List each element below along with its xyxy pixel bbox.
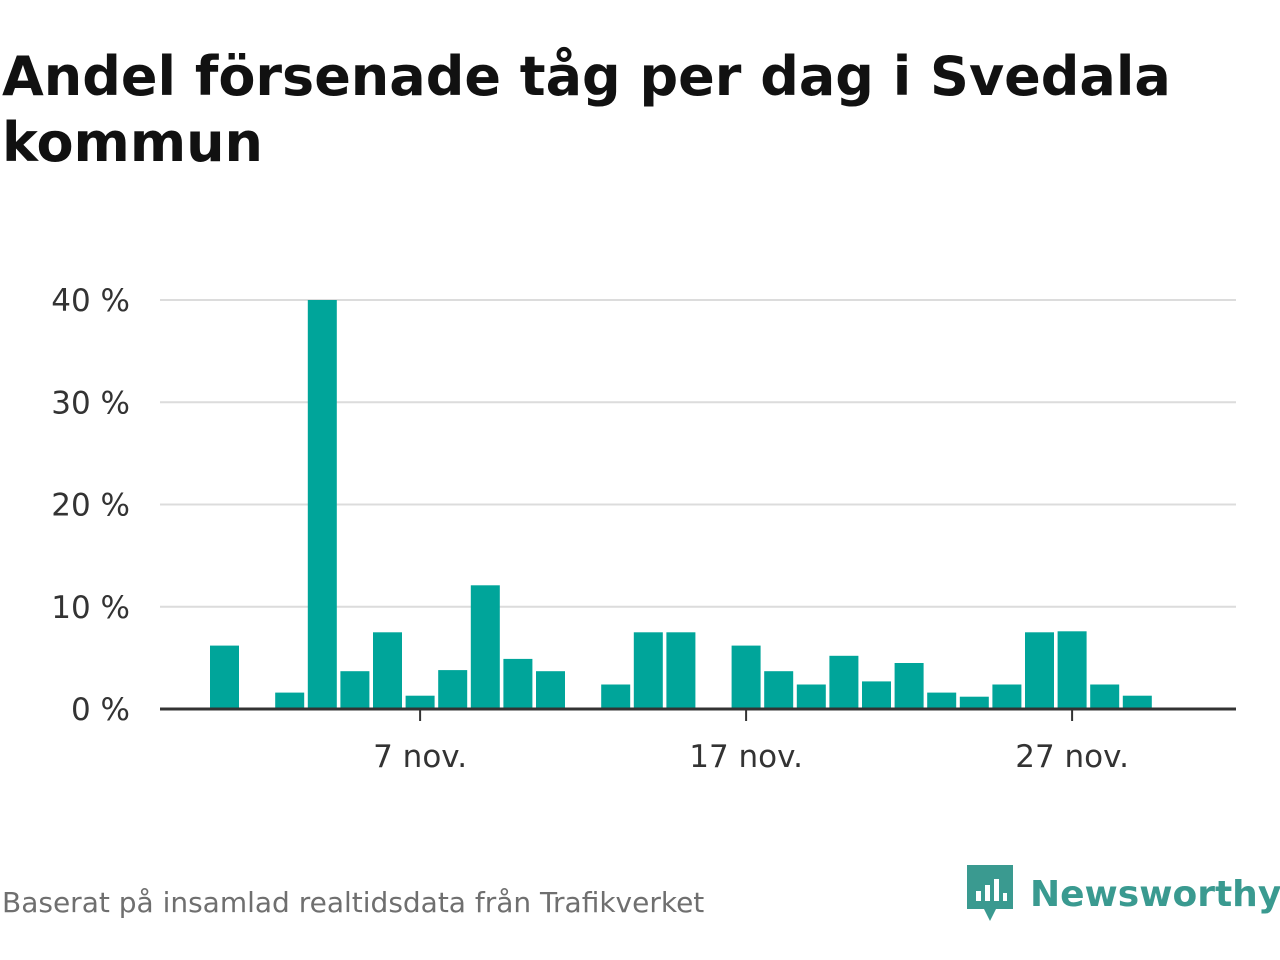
bar-day-24 xyxy=(959,696,989,709)
y-tick-label: 10 % xyxy=(51,590,130,626)
y-tick-label: 30 % xyxy=(51,385,130,421)
bars xyxy=(210,300,1152,709)
brand-logo: Newsworthy xyxy=(964,862,1280,926)
bar-day-25 xyxy=(992,684,1022,709)
bar-day-14 xyxy=(633,632,663,709)
bar-day-20 xyxy=(829,655,859,709)
bar-day-9 xyxy=(470,585,500,709)
y-axis-labels: 0 % 10 % 20 % 30 % 40 % xyxy=(51,283,130,728)
bar-day-26 xyxy=(1025,632,1054,709)
chart-title: Andel försenade tåg per dag i Svedala ko… xyxy=(2,45,1171,174)
bar-day-19 xyxy=(796,684,826,709)
y-tick-label: 20 % xyxy=(51,488,130,524)
bar-day-1 xyxy=(210,645,239,709)
bar-day-21 xyxy=(862,681,891,709)
bar-day-13 xyxy=(601,684,631,709)
bar-day-5 xyxy=(340,671,370,709)
bar-day-27 xyxy=(1057,631,1087,709)
x-axis: 7 nov. 17 nov. 27 nov. xyxy=(160,707,1236,775)
bar-day-3 xyxy=(275,692,305,709)
x-tick-label: 27 nov. xyxy=(1015,739,1129,775)
bar-chart: 0 % 10 % 20 % 30 % 40 % 7 nov. 17 nov. 27 nov. xyxy=(51,283,1236,775)
bar-day-4 xyxy=(307,300,337,709)
newsworthy-logo-icon xyxy=(967,865,1013,921)
brand-name: Newsworthy xyxy=(1030,873,1280,915)
bar-day-8 xyxy=(438,670,468,709)
x-tick-label: 7 nov. xyxy=(373,739,467,775)
bar-day-11 xyxy=(536,671,565,709)
bar-day-10 xyxy=(503,658,533,709)
y-tick-label: 40 % xyxy=(51,283,130,319)
bar-day-18 xyxy=(764,671,794,709)
gridlines xyxy=(160,299,1236,608)
bar-day-28 xyxy=(1090,684,1120,709)
bar-day-15 xyxy=(666,632,696,709)
y-tick-label: 0 % xyxy=(71,692,130,728)
bar-day-29 xyxy=(1122,695,1152,709)
bar-day-23 xyxy=(927,692,957,709)
bar-day-22 xyxy=(894,663,924,709)
source-note: Baserat på insamlad realtidsdata från Tr… xyxy=(2,886,705,919)
bar-day-17 xyxy=(731,645,761,709)
bar-day-6 xyxy=(373,632,402,709)
x-tick-label: 17 nov. xyxy=(689,739,803,775)
bar-day-7 xyxy=(405,695,435,709)
